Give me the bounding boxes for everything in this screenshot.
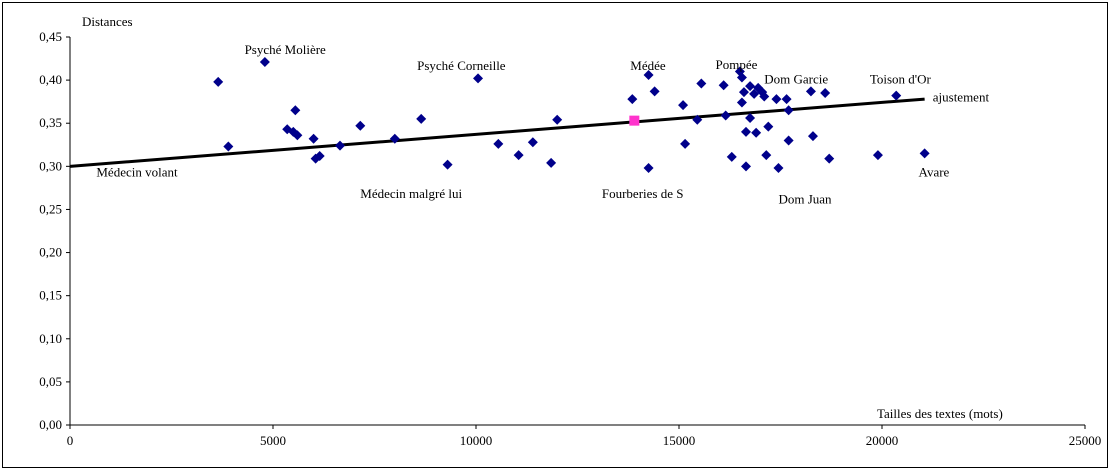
y-tick-label: 0,00 bbox=[39, 417, 62, 432]
x-tick-label: 20000 bbox=[866, 433, 899, 448]
data-point bbox=[314, 150, 325, 161]
ticks: 0,00 0,05 0,10 0,15 0,20 0,25 0,30 0,35 0,40 0,45… bbox=[39, 29, 1101, 448]
x-tick-label: 0 bbox=[67, 433, 74, 448]
highlight-point bbox=[629, 115, 640, 126]
point-annotation: Avare bbox=[919, 165, 950, 180]
data-point bbox=[649, 86, 660, 97]
y-tick-label: 0,20 bbox=[39, 245, 62, 260]
data-point bbox=[527, 137, 538, 148]
data-point bbox=[493, 138, 504, 149]
data-point bbox=[546, 157, 557, 168]
data-point bbox=[745, 81, 756, 92]
point-annotation: Dom Juan bbox=[778, 191, 832, 206]
data-point bbox=[761, 150, 772, 161]
x-axis-label: Tailles des textes (mots) bbox=[877, 406, 1003, 421]
data-point bbox=[718, 80, 729, 91]
data-point bbox=[751, 127, 762, 138]
data-point bbox=[872, 150, 883, 161]
data-point bbox=[389, 133, 400, 144]
data-point bbox=[627, 94, 638, 105]
data-point bbox=[740, 126, 751, 137]
point-annotation: Médecin volant bbox=[96, 165, 178, 180]
data-point bbox=[643, 69, 654, 80]
data-point bbox=[290, 105, 301, 116]
data-point bbox=[552, 114, 563, 125]
point-annotation: Médecin malgré lui bbox=[360, 186, 462, 201]
point-annotation: Psyché Corneille bbox=[417, 58, 506, 73]
data-point bbox=[745, 113, 756, 124]
data-point bbox=[781, 94, 792, 105]
trendline-group bbox=[69, 97, 925, 168]
data-point bbox=[783, 105, 794, 116]
data-point bbox=[824, 153, 835, 164]
data-point bbox=[740, 161, 751, 172]
data-point bbox=[355, 120, 366, 131]
axes bbox=[69, 37, 1085, 426]
y-tick-label: 0,45 bbox=[39, 29, 62, 44]
data-point bbox=[416, 113, 427, 124]
trendline bbox=[69, 97, 925, 168]
y-tick-label: 0,15 bbox=[39, 288, 62, 303]
x-tick-label: 15000 bbox=[663, 433, 696, 448]
point-annotation: ajustement bbox=[933, 90, 990, 105]
data-point bbox=[473, 73, 484, 84]
point-annotation: Toison d'Or bbox=[870, 72, 932, 87]
data-point bbox=[513, 150, 524, 161]
data-point bbox=[736, 97, 747, 108]
data-point bbox=[334, 140, 345, 151]
data-point bbox=[807, 131, 818, 142]
data-point bbox=[692, 114, 703, 125]
y-tick-label: 0,35 bbox=[39, 115, 62, 130]
data-point bbox=[643, 163, 654, 174]
point-annotation: Fourberies de S bbox=[602, 186, 684, 201]
data-point bbox=[736, 72, 747, 83]
y-tick-label: 0,05 bbox=[39, 374, 62, 389]
x-tick-label: 10000 bbox=[460, 433, 493, 448]
data-point bbox=[919, 148, 930, 159]
data-point bbox=[820, 88, 831, 99]
data-point bbox=[726, 151, 737, 162]
data-point bbox=[442, 159, 453, 170]
data-point bbox=[773, 163, 784, 174]
x-tick-label: 5000 bbox=[260, 433, 286, 448]
data-point bbox=[678, 100, 689, 111]
y-tick-label: 0,30 bbox=[39, 158, 62, 173]
annotations-group: Psyché Molière Psyché Corneille Médée Pompé… bbox=[96, 42, 989, 206]
data-point bbox=[308, 133, 319, 144]
data-point bbox=[223, 141, 234, 152]
point-annotation: Psyché Molière bbox=[245, 42, 326, 57]
y-tick-label: 0,25 bbox=[39, 201, 62, 216]
data-point bbox=[259, 57, 270, 68]
data-point bbox=[749, 88, 760, 99]
points-group bbox=[213, 57, 930, 174]
data-point bbox=[759, 91, 770, 102]
data-point bbox=[680, 138, 691, 149]
data-point bbox=[763, 121, 774, 132]
point-annotation: Médée bbox=[630, 58, 666, 73]
data-point bbox=[783, 135, 794, 146]
point-annotation: Pompée bbox=[716, 57, 758, 72]
y-tick-label: 0,10 bbox=[39, 331, 62, 346]
y-tick-label: 0,40 bbox=[39, 72, 62, 87]
data-point bbox=[213, 76, 224, 87]
data-point bbox=[720, 110, 731, 121]
x-tick-label: 25000 bbox=[1069, 433, 1102, 448]
y-axis-label: Distances bbox=[82, 14, 133, 29]
data-point bbox=[891, 90, 902, 101]
data-point bbox=[771, 94, 782, 105]
data-point bbox=[292, 130, 303, 141]
data-point bbox=[696, 78, 707, 89]
point-annotation: Dom Garcie bbox=[764, 72, 828, 87]
data-point bbox=[805, 86, 816, 97]
data-point bbox=[738, 87, 749, 98]
